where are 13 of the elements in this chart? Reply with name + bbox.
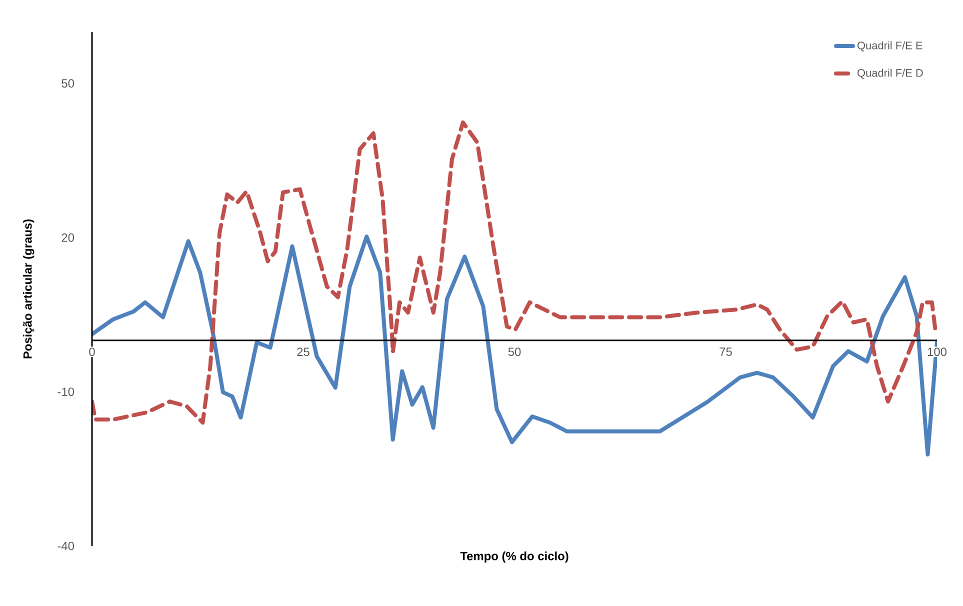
x-tick-label: 0 (89, 348, 95, 356)
x-tick-label: 75 (720, 348, 732, 356)
x-tick-label: 100 (928, 348, 947, 356)
legend-label: Quadril F/E D (858, 68, 923, 79)
y-tick-label: 50 (62, 79, 74, 88)
y-tick-label: 20 (62, 233, 74, 242)
y-tick-label: -40 (58, 542, 74, 550)
x-tick-label: 50 (508, 348, 521, 356)
x-tick-label: 25 (297, 348, 310, 356)
y-tick-label: -10 (58, 388, 74, 396)
x-axis-title: Tempo (% do ciclo) (460, 552, 568, 563)
legend-label: Quadril F/E E (858, 41, 922, 52)
y-axis-title: Posição articular (graus) (23, 220, 34, 358)
